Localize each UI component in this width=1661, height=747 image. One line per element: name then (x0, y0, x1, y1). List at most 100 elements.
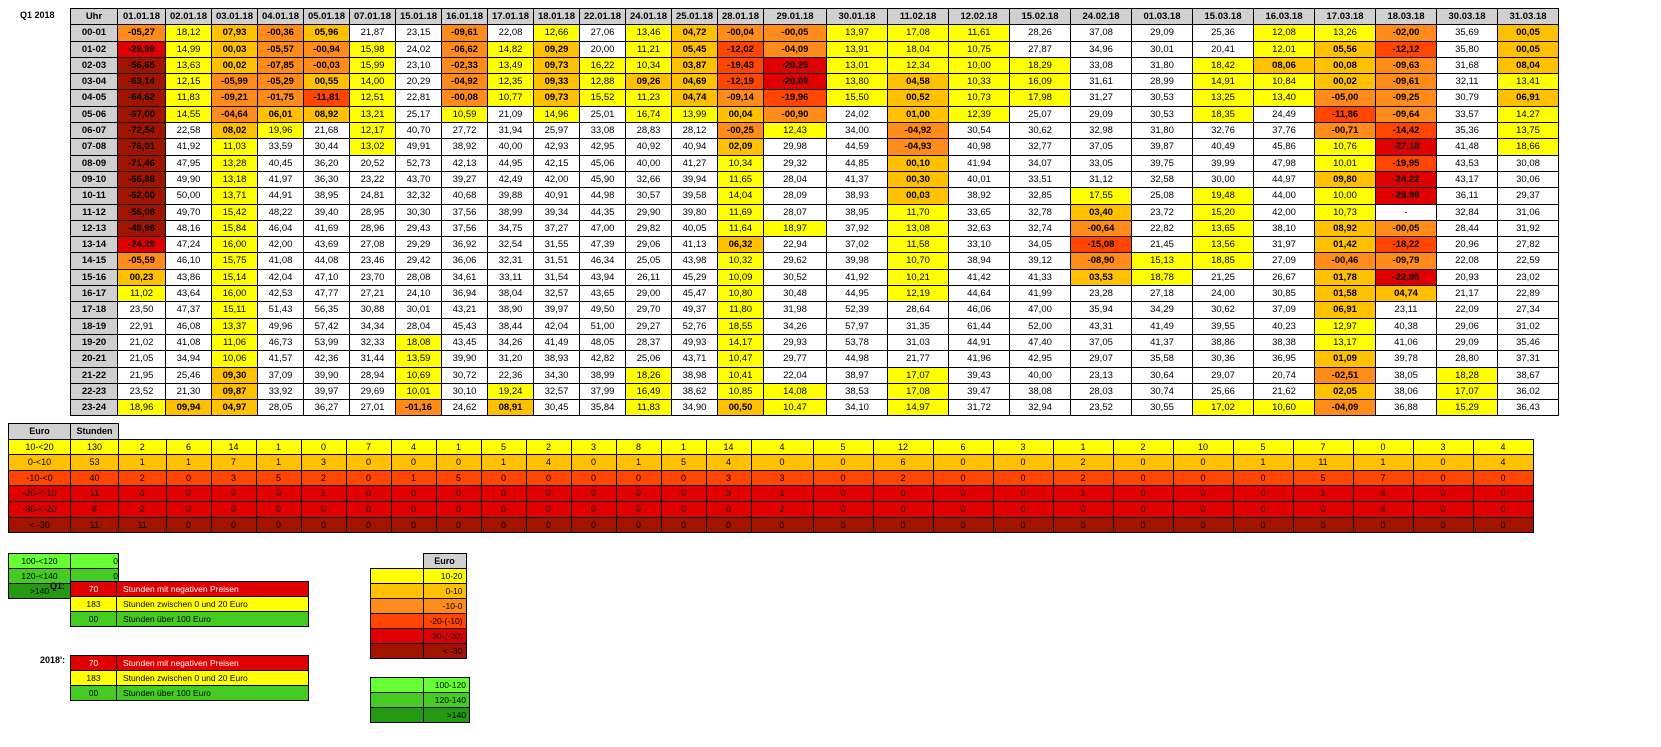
price-cell: 23,46 (349, 252, 396, 270)
hour-label: 23-24 (70, 399, 118, 417)
count-cell: 0 (615, 516, 662, 534)
summary-text: Stunden zwischen 0 und 20 Euro (116, 670, 309, 686)
price-cell: 13,21 (349, 105, 396, 124)
price-cell: 42,13 (441, 154, 488, 172)
count-cell: 4 (1352, 500, 1414, 518)
price-cell: 04,72 (671, 24, 718, 42)
price-cell: -09,61 (441, 24, 488, 42)
price-cell: 13,25 (1192, 89, 1254, 107)
price-cell: 30,57 (625, 187, 672, 205)
price-cell: 10,84 (1253, 73, 1315, 91)
price-cell: 10,33 (948, 73, 1010, 91)
count-cell: 0 (1112, 469, 1174, 487)
price-cell: 11,64 (717, 219, 764, 238)
hour-row: 11-12 -56,08 49,70 15,42 48,22 39,40 28,95 30,3… (70, 203, 1559, 221)
price-cell: 00,30 (887, 170, 949, 189)
price-cell: 37,56 (441, 219, 488, 238)
count-cell: 11 (1292, 454, 1354, 471)
count-table-body: 10-<20 130 2 6 14 1 0 7 4 1 5 2 3 8 1 14 4 5 12 6 3 1 2 10 5 7 0 3 4… (8, 438, 1534, 534)
count-cell: 0 (750, 516, 814, 534)
price-cell: 41,57 (257, 350, 304, 368)
price-cell: 51,43 (257, 301, 304, 319)
price-cell: -20,25 (763, 56, 827, 75)
date-header: 28.01.18 (717, 7, 764, 26)
price-cell: 43,17 (1436, 170, 1498, 189)
price-cell: 39,99 (1192, 154, 1254, 172)
price-cell: 41,49 (1131, 317, 1193, 335)
price-cell: 12,35 (487, 73, 534, 91)
price-cell: 31,51 (533, 252, 580, 270)
price-cell: -11,81 (303, 89, 350, 107)
price-cell: -09,64 (1375, 105, 1437, 124)
price-cell: 15,11 (211, 301, 258, 319)
price-cell: 04,97 (211, 399, 258, 417)
legend-high-row: >140 (370, 707, 470, 723)
price-cell: 40,01 (948, 170, 1010, 189)
price-cell: 30,79 (1436, 89, 1498, 107)
price-cell: 27,08 (349, 236, 396, 254)
price-cell: 15,98 (349, 40, 396, 58)
hour-row: 21-22 21,95 25,46 09,30 37,09 39,90 28,94 10,69… (70, 366, 1559, 384)
count-cell: 7 (1292, 438, 1354, 456)
count-cell: 0 (525, 469, 572, 487)
price-cell: 20,41 (1192, 40, 1254, 58)
count-cell: 12 (872, 438, 934, 456)
price-cell: -19,95 (1375, 154, 1437, 172)
price-cell: 25,01 (579, 105, 626, 124)
price-cell: 30,01 (395, 301, 442, 319)
count-spacer (436, 423, 481, 440)
price-cell: 38,99 (487, 203, 534, 221)
price-cell: 09,30 (211, 366, 258, 384)
count-spacer (706, 423, 751, 440)
price-cell: 28,44 (1436, 219, 1498, 238)
price-cell: 24,02 (395, 40, 442, 58)
count-cell: 14 (210, 438, 257, 456)
count-cell: 0 (932, 516, 994, 534)
price-cell: 04,74 (1375, 285, 1437, 303)
count-cell: 0 (932, 469, 994, 487)
price-cell: 42,00 (533, 170, 580, 189)
hour-label: 08-09 (70, 154, 118, 172)
price-cell: 13,91 (826, 40, 888, 58)
count-range-label: 0-<10 (8, 454, 71, 471)
count-cell: 0 (390, 516, 437, 534)
date-header: 18.03.18 (1375, 7, 1437, 26)
summary-row: 183 Stunden zwischen 0 und 20 Euro (70, 596, 309, 612)
price-cell: 38,90 (487, 301, 534, 319)
price-cell: 47,00 (579, 219, 626, 238)
price-cell: 39,97 (303, 382, 350, 401)
price-cell: 10,00 (1314, 187, 1376, 205)
price-cell: 15,52 (579, 89, 626, 107)
price-cell: 29,42 (395, 252, 442, 270)
count-total: 8 (70, 500, 119, 518)
price-cell: 01,00 (887, 105, 949, 124)
price-cell: -56,08 (117, 203, 166, 221)
summary-text: Stunden mit negativen Preisen (116, 655, 309, 671)
price-cell: 21,62 (1253, 382, 1315, 401)
price-cell: -05,59 (117, 252, 166, 270)
price-cell: 11,03 (211, 138, 258, 156)
price-cell: 10,59 (441, 105, 488, 124)
price-cell: 38,08 (1009, 382, 1071, 401)
count-cell: 0 (165, 516, 212, 534)
price-cell: 16,74 (625, 105, 672, 124)
price-cell: 42,93 (533, 138, 580, 156)
count-spacer (661, 423, 706, 440)
price-cell: 14,17 (717, 333, 764, 352)
price-cell: 29,00 (625, 285, 672, 303)
price-cell: 27,09 (1253, 252, 1315, 270)
price-cell: 40,68 (441, 187, 488, 205)
count-cell: 0 (480, 516, 527, 534)
price-cell: 27,82 (1497, 236, 1559, 254)
price-cell: 20,00 (579, 40, 626, 58)
price-cell: 31,68 (1436, 56, 1498, 75)
count-cell: 0 (165, 469, 212, 487)
price-cell: 41,37 (1131, 333, 1193, 352)
price-cell: -00,04 (717, 24, 764, 42)
count-spacer (166, 423, 211, 440)
price-cell: 39,55 (1192, 317, 1254, 335)
price-cell: 01,58 (1314, 285, 1376, 303)
legend-label: 10-20 (422, 568, 467, 584)
price-cell: 38,67 (1497, 366, 1559, 384)
count-cell: 3 (705, 485, 752, 502)
